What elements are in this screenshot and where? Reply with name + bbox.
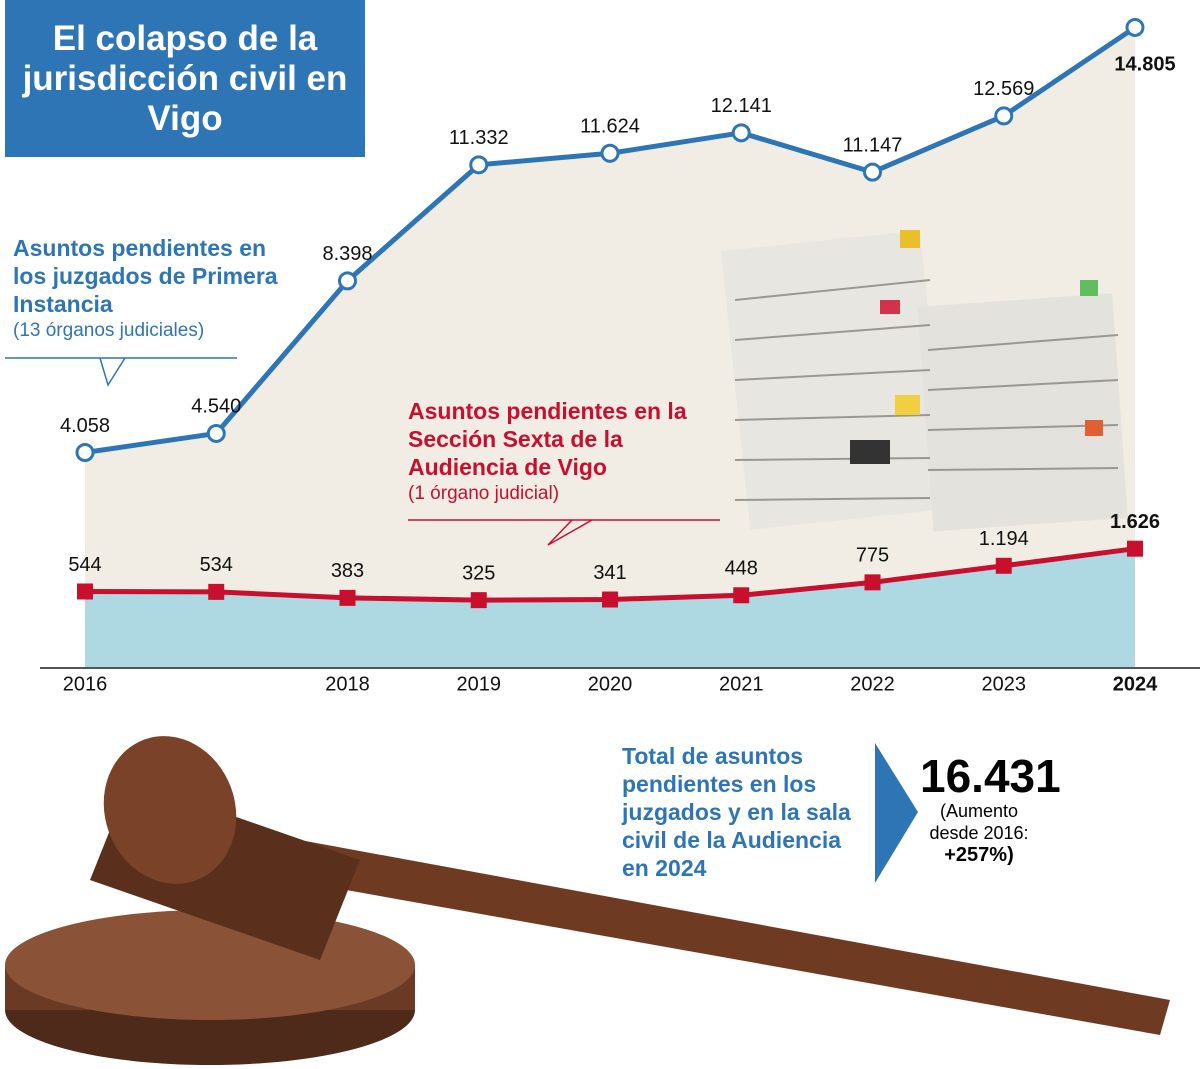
series-label: Asuntos pendientes en los juzgados de Pr… [13,234,278,344]
marker [206,423,226,443]
marker [208,583,225,600]
value-label: 383 [331,560,364,582]
total: 16.431 (Aumento desde 2016: +257%) [920,750,1061,866]
total-text: Total de asuntos pendientes en los juzga… [622,743,851,881]
note: (13 órganos judiciales) [13,320,205,341]
total-note: (Aumento desde 2016: [929,801,1029,843]
marker [994,106,1014,126]
value-label: 4.058 [60,415,110,437]
marker [77,583,93,600]
marker [75,443,95,463]
x-tick-label: 2016 [63,673,108,695]
value-label: 341 [593,562,626,584]
x-tick-label: 2024 [1113,673,1158,695]
marker [995,557,1012,574]
marker [600,143,620,163]
value-label: 448 [725,558,758,580]
value-label: 12.569 [973,78,1034,100]
value-label: 11.147 [843,134,903,156]
marker [602,591,618,608]
marker [863,162,882,182]
value-label: 8.398 [322,243,372,265]
marker [864,574,881,591]
value-label: 11.332 [449,127,509,149]
callout [5,357,237,387]
value-label: 325 [462,562,495,584]
x-tick-label: 2023 [982,673,1027,695]
marker [731,123,751,143]
marker [469,155,489,175]
area [85,548,1135,668]
value-label: 1.194 [979,528,1029,550]
value-label: 1.626 [1110,511,1160,533]
x-tick-label: 2021 [719,673,764,695]
marker [1127,540,1143,557]
total-value: 16.431 [920,750,1061,802]
value-label: 12.141 [711,95,772,117]
callout [408,519,720,546]
arrow [875,743,918,883]
value-label: 775 [856,545,889,567]
marker [339,589,356,606]
x-tick-label: 2022 [850,673,895,695]
marker [470,592,487,609]
x-tick-label: 2018 [325,673,370,695]
paper-stack [720,230,1128,532]
marker [733,587,750,604]
value-label: 11.624 [580,116,640,138]
gavel [5,736,1170,1065]
note: (1 órgano judicial) [408,483,560,504]
marker [338,271,357,291]
legend-entry: Asuntos pendientes en la Sección Sexta d… [408,398,687,480]
value-label: 4.540 [191,396,241,418]
value-label: 544 [68,554,101,576]
x-tick-label: 2020 [588,673,633,695]
series-label: Asuntos pendientes en la Sección Sexta d… [408,397,708,507]
value-label: 14.805 [1114,54,1175,76]
x-tick-label: 2019 [457,673,502,695]
total-change: +257%) [944,844,1014,866]
title: El colapso de la jurisdicción civil en V… [5,0,365,157]
marker [1125,17,1145,37]
legend-entry: Asuntos pendientes en los juzgados de Pr… [13,235,278,317]
value-label: 534 [200,554,233,576]
